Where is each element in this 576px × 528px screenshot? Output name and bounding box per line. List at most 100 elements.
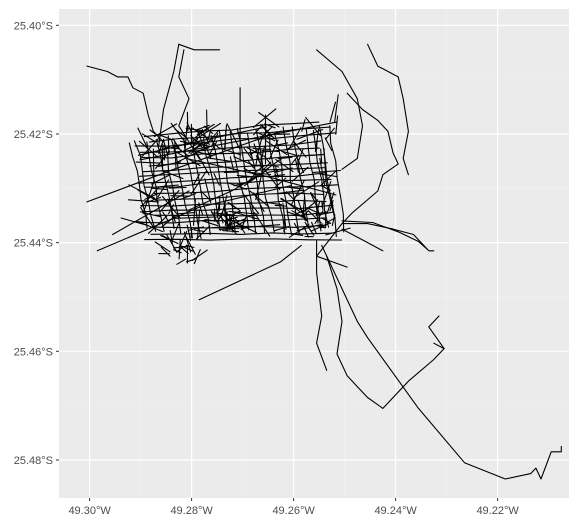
street-segment — [290, 154, 300, 166]
street-segment — [273, 142, 289, 147]
y-tick-label: 25.40°S — [14, 20, 53, 32]
street-segment — [320, 184, 331, 191]
street-segment — [157, 179, 170, 198]
street-segment — [204, 219, 219, 222]
street-segment — [288, 232, 304, 236]
x-tick-label: 49.30°W — [68, 505, 111, 517]
street-segment — [270, 164, 280, 168]
street-segment — [171, 223, 180, 241]
street-segment — [234, 217, 246, 234]
street-segment — [210, 132, 219, 148]
y-tick-label: 25.48°S — [14, 455, 53, 467]
street-segment — [137, 220, 164, 233]
street-segment — [221, 212, 231, 222]
street-segment — [170, 122, 188, 145]
street-segment — [241, 192, 260, 215]
street-segment — [295, 206, 313, 215]
street-segment — [243, 167, 259, 178]
street-segment — [304, 221, 315, 236]
street-segment — [264, 157, 283, 171]
street-segment — [220, 212, 224, 224]
street-segment — [310, 192, 318, 207]
street-segment — [162, 211, 169, 222]
street-segment — [158, 134, 172, 140]
street-segment — [255, 131, 276, 142]
street-segment — [236, 128, 257, 234]
street-segment — [120, 217, 147, 226]
x-tick-label: 49.26°W — [272, 505, 315, 517]
street-segment — [316, 225, 326, 229]
street-segment — [147, 215, 168, 234]
street-segment — [173, 150, 201, 167]
street-segment — [263, 168, 281, 191]
street-network — [86, 43, 562, 480]
street-segment — [205, 157, 232, 162]
street-segment — [178, 43, 221, 51]
street-segment — [127, 199, 160, 203]
street-segment — [316, 239, 328, 371]
street-segment — [274, 204, 287, 207]
street-segment — [243, 147, 253, 160]
street-segment — [282, 202, 287, 230]
street-segment — [193, 249, 201, 265]
street-segment — [326, 255, 445, 409]
street-segment — [310, 191, 318, 202]
street-segment — [200, 190, 211, 201]
street-segment — [137, 172, 327, 184]
street-segment — [150, 187, 168, 191]
street-segment — [138, 140, 158, 158]
street-segment — [246, 147, 264, 157]
street-segment — [140, 186, 160, 208]
street-segment — [228, 202, 241, 211]
street-segment — [286, 191, 296, 202]
street-segment — [367, 43, 409, 176]
street-segment — [428, 315, 445, 350]
street-segment — [196, 225, 211, 240]
street-segment — [159, 189, 180, 213]
street-segment — [190, 142, 211, 147]
street-segment — [329, 200, 334, 212]
street-segment — [186, 258, 196, 263]
street-segment — [176, 258, 187, 265]
street-segment — [160, 246, 171, 257]
street-segment — [157, 43, 180, 149]
street-segment — [261, 150, 280, 152]
street-segment — [184, 125, 188, 150]
street-segment — [144, 238, 343, 241]
street-segment — [198, 244, 302, 301]
street-segment — [167, 198, 176, 223]
street-segment — [252, 108, 277, 128]
street-segment — [341, 220, 428, 250]
street-segment — [196, 151, 214, 157]
street-segment — [325, 227, 351, 236]
street-segment — [195, 127, 210, 138]
street-segment — [189, 141, 201, 144]
street-segment — [253, 124, 264, 136]
street-segment — [275, 167, 279, 178]
street-segment — [228, 214, 232, 228]
street-segment — [192, 173, 200, 186]
street-segment — [155, 146, 171, 153]
street-segment — [174, 150, 201, 164]
street-segment — [273, 174, 286, 177]
street-segment — [303, 226, 309, 238]
street-segment — [263, 155, 273, 166]
street-segment — [170, 139, 193, 239]
street-segment — [258, 111, 280, 128]
street-segment — [301, 119, 306, 132]
y-tick-label: 25.42°S — [14, 129, 53, 141]
street-segment — [341, 228, 384, 252]
x-axis-tick-labels: 49.30°W 49.28°W 49.26°W 49.24°W 49.22°W — [68, 498, 519, 517]
street-segment — [211, 227, 233, 229]
street-segment — [190, 170, 208, 195]
street-segment — [137, 127, 149, 150]
street-segment — [165, 233, 178, 253]
street-segment — [216, 201, 220, 218]
street-segment — [288, 186, 303, 190]
street-segment — [183, 137, 202, 239]
street-segment — [286, 211, 306, 219]
street-segment — [141, 147, 320, 159]
street-segment — [240, 214, 248, 231]
street-segment — [156, 184, 179, 188]
